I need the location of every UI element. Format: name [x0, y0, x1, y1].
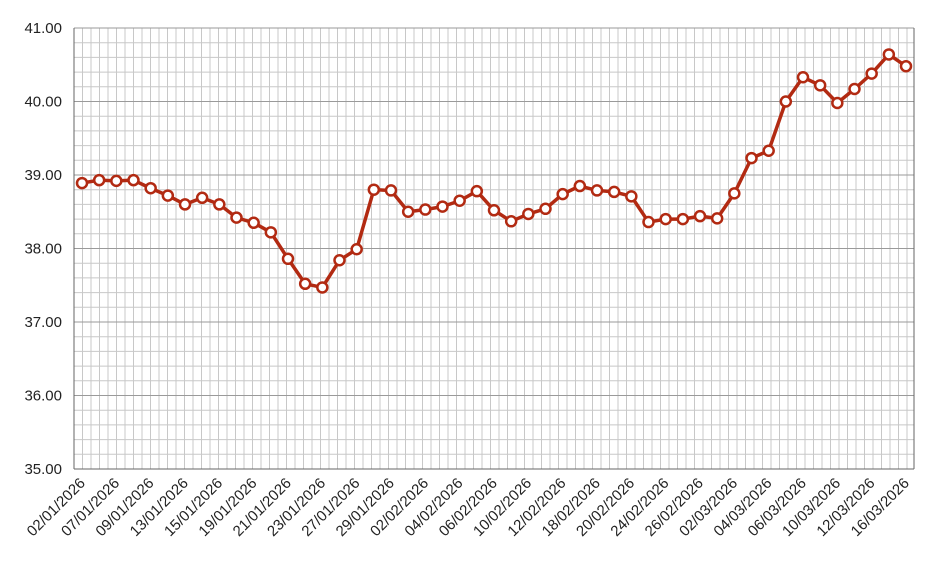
data-point: [762, 144, 775, 157]
data-point: [487, 204, 501, 217]
data-point: [401, 205, 415, 218]
data-point: [470, 184, 484, 198]
data-point: [298, 277, 312, 291]
data-point: [127, 173, 140, 187]
axes: [73, 28, 915, 470]
data-point: [642, 215, 655, 229]
data-point: [316, 281, 329, 294]
data-point: [92, 173, 106, 187]
data-point: [796, 70, 810, 84]
data-point: [75, 176, 89, 190]
data-point: [522, 207, 535, 221]
data-point: [831, 96, 844, 110]
data-point: [607, 185, 621, 199]
data-point: [161, 189, 175, 202]
y-tick-label: 41.00: [24, 20, 62, 37]
y-tick-label: 37.00: [24, 314, 62, 331]
data-point: [247, 216, 260, 230]
data-point: [573, 179, 587, 193]
data-point: [865, 67, 878, 80]
data-point: [693, 209, 707, 223]
data-point: [264, 226, 278, 239]
y-tick-label: 38.00: [24, 241, 62, 258]
data-point: [110, 174, 123, 188]
data-point: [178, 198, 192, 211]
data-point: [813, 79, 827, 92]
data-point: [281, 252, 295, 266]
data-point: [539, 202, 552, 216]
data-point: [779, 95, 793, 108]
data-point: [384, 184, 398, 197]
data-point: [848, 82, 861, 96]
data-point: [625, 190, 638, 203]
y-tick-label: 35.00: [24, 461, 62, 478]
data-point: [556, 187, 569, 201]
data-point: [436, 200, 449, 213]
data-point: [230, 211, 243, 224]
data-point: [659, 212, 672, 226]
data-point: [213, 198, 226, 211]
y-tick-label: 36.00: [24, 388, 62, 405]
y-axis-tick-labels: 35.00 36.00 37.00 38.00 39.00 40.00 41.00: [24, 20, 62, 478]
y-tick-label: 39.00: [24, 167, 62, 184]
data-point: [590, 184, 604, 197]
data-point: [504, 215, 518, 228]
data-point: [710, 212, 724, 225]
data-point: [882, 48, 896, 61]
data-series: [75, 48, 913, 294]
data-point: [419, 203, 432, 216]
data-point: [144, 181, 157, 195]
data-point: [899, 59, 913, 73]
data-point: [676, 212, 690, 226]
data-point: [745, 151, 758, 165]
y-tick-label: 40.00: [24, 94, 62, 111]
data-point: [195, 191, 209, 205]
data-point: [728, 187, 741, 200]
data-point: [367, 183, 381, 196]
data-point: [453, 194, 466, 207]
data-point: [350, 242, 363, 256]
data-point: [333, 254, 346, 267]
